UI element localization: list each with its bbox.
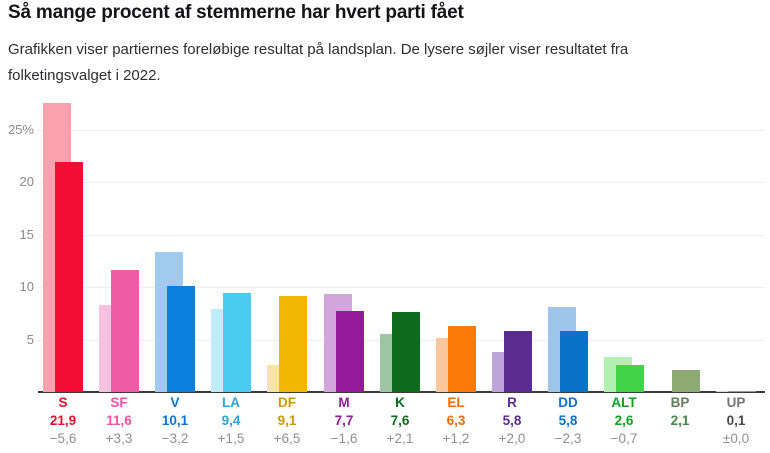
party-label-ALT: ALT [611,395,637,410]
party-change-LA: +1,5 [217,431,245,446]
party-change-UP: ±0,0 [722,431,750,446]
party-value-K: 7,6 [390,413,410,428]
gridline-25 [38,130,765,131]
party-label-K: K [395,395,405,410]
y-tick-label-20: 20 [19,174,34,189]
bar-S-current [55,162,83,392]
x-axis-line [38,391,765,393]
party-value-LA: 9,4 [221,413,241,428]
bar-V-current [167,286,195,392]
party-value-BP: 2,1 [670,413,690,428]
party-change-DD: −2,3 [554,431,582,446]
party-value-UP: 0,1 [726,413,746,428]
party-label-M: M [338,395,350,410]
party-value-R: 5,8 [502,413,522,428]
party-change-M: −1,6 [330,431,358,446]
party-value-DF: 9,1 [277,413,297,428]
bar-LA-current [223,293,251,392]
bar-R-current [504,331,532,392]
party-label-DF: DF [278,395,296,410]
bar-K-current [392,312,420,392]
party-change-EL: +1,2 [442,431,470,446]
party-label-EL: EL [447,395,465,410]
gridline-15 [38,235,765,236]
party-change-R: +2,0 [498,431,526,446]
party-label-UP: UP [726,395,746,410]
bar-BP-current [672,370,700,392]
party-change-V: −3,2 [161,431,189,446]
chart-subtitle: Grafikken viser partiernes foreløbige re… [8,41,629,84]
y-tick-label-15: 15 [19,227,34,242]
party-value-SF: 11,6 [106,413,132,428]
bar-SF-current [111,270,139,392]
party-value-ALT: 2,6 [614,413,634,428]
party-label-BP: BP [670,395,690,410]
bar-UP-current [728,391,756,392]
bar-M-current [336,311,364,392]
bar-EL-current [448,326,476,392]
party-change-S: −5,6 [49,431,77,446]
party-value-DD: 5,8 [558,413,578,428]
gridline-10 [38,287,765,288]
y-tick-label-5: 5 [26,332,34,347]
party-label-LA: LA [222,395,240,410]
party-label-DD: DD [558,395,578,410]
party-label-S: S [58,395,68,410]
page-title: Så mange procent af stemmerne har hvert … [8,2,464,23]
party-label-V: V [170,395,180,410]
bar-DD-current [560,331,588,392]
y-tick-label-25: 25% [7,122,34,137]
party-change-K: +2,1 [386,431,414,446]
party-change-ALT: −0,7 [610,431,638,446]
party-label-SF: SF [110,395,128,410]
bar-ALT-current [616,365,644,392]
gridline-20 [38,182,765,183]
y-tick-label-10: 10 [19,279,34,294]
bar-DF-current [279,296,307,392]
party-value-S: 21,9 [49,413,77,428]
party-value-V: 10,1 [161,413,189,428]
party-label-R: R [507,395,517,410]
party-change-DF: +6,5 [273,431,301,446]
party-value-EL: 6,3 [446,413,466,428]
party-change-SF: +3,3 [105,431,133,446]
party-value-M: 7,7 [334,413,354,428]
